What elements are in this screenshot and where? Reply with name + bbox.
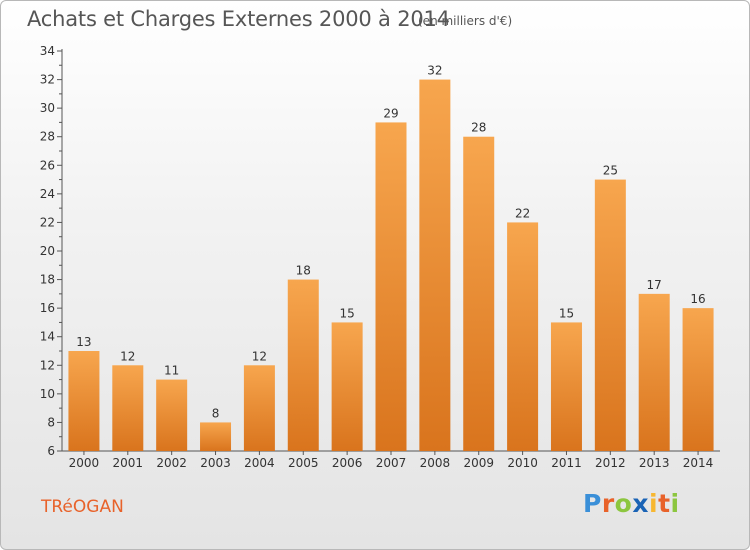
x-tick-label: 2008 (420, 456, 451, 470)
x-tick-label: 2001 (113, 456, 144, 470)
data-label: 22 (515, 206, 530, 220)
y-tick-label: 18 (40, 273, 55, 287)
data-label: 17 (647, 278, 662, 292)
y-tick-label: 10 (40, 387, 55, 401)
data-label: 29 (383, 106, 398, 120)
bar-2014 (682, 308, 714, 451)
y-tick-label: 30 (40, 101, 55, 115)
bar-2001 (112, 365, 144, 451)
y-tick-label: 22 (40, 215, 55, 229)
bar-2007 (375, 122, 407, 451)
y-tick-label: 32 (40, 73, 55, 87)
bar-2005 (287, 279, 319, 451)
x-tick-label: 2002 (156, 456, 187, 470)
chart-subtitle: (en milliers d'€) (418, 14, 513, 28)
data-label: 16 (690, 292, 705, 306)
y-tick-label: 12 (40, 358, 55, 372)
data-label: 32 (427, 64, 442, 78)
x-tick-label: 2014 (683, 456, 714, 470)
x-tick-label: 2011 (551, 456, 582, 470)
x-tick-label: 2004 (244, 456, 275, 470)
y-tick-label: 24 (40, 187, 55, 201)
data-label: 15 (559, 306, 574, 320)
bar-2013 (638, 293, 670, 451)
logo-letter: P (583, 489, 602, 518)
logo-letter: t (658, 489, 671, 518)
bar-2000 (68, 351, 100, 451)
logo-letter: i (649, 489, 659, 518)
bar-2002 (156, 379, 188, 451)
x-tick-label: 2003 (200, 456, 231, 470)
x-tick-label: 2013 (639, 456, 670, 470)
y-tick-label: 20 (40, 244, 55, 258)
data-label: 8 (212, 406, 220, 420)
bar-2004 (243, 365, 275, 451)
data-label: 11 (164, 364, 179, 378)
data-label: 12 (120, 349, 135, 363)
x-tick-label: 2005 (288, 456, 319, 470)
x-tick-label: 2012 (595, 456, 626, 470)
y-tick-label: 14 (40, 330, 55, 344)
x-tick-label: 2000 (69, 456, 100, 470)
bar-2006 (331, 322, 363, 451)
y-tick-label: 6 (47, 444, 55, 458)
data-label: 28 (471, 121, 486, 135)
town-name: TRéOGAN (41, 497, 124, 517)
bar-2012 (594, 179, 626, 452)
data-label: 12 (252, 349, 267, 363)
proxiti-logo: Proxiti (583, 489, 680, 518)
bar-2009 (463, 136, 495, 451)
chart-title: Achats et Charges Externes 2000 à 2014 (27, 7, 450, 31)
y-tick-label: 16 (40, 301, 55, 315)
y-tick-label: 26 (40, 158, 55, 172)
data-label: 25 (603, 164, 618, 178)
bar-2003 (200, 422, 232, 451)
bar-2010 (507, 222, 539, 451)
logo-letter: i (670, 489, 680, 518)
logo-letter: o (614, 489, 633, 518)
x-tick-label: 2010 (507, 456, 538, 470)
bar-2011 (550, 322, 582, 451)
y-tick-label: 28 (40, 130, 55, 144)
y-tick-label: 8 (47, 415, 55, 429)
data-label: 13 (76, 335, 91, 349)
logo-letter: r (601, 489, 615, 518)
y-tick-label: 34 (40, 44, 55, 58)
data-label: 15 (339, 306, 354, 320)
x-tick-label: 2007 (376, 456, 407, 470)
bar-2008 (419, 79, 451, 452)
logo-letter: x (632, 489, 649, 518)
x-tick-label: 2006 (332, 456, 363, 470)
data-label: 18 (296, 264, 311, 278)
x-tick-label: 2009 (463, 456, 494, 470)
